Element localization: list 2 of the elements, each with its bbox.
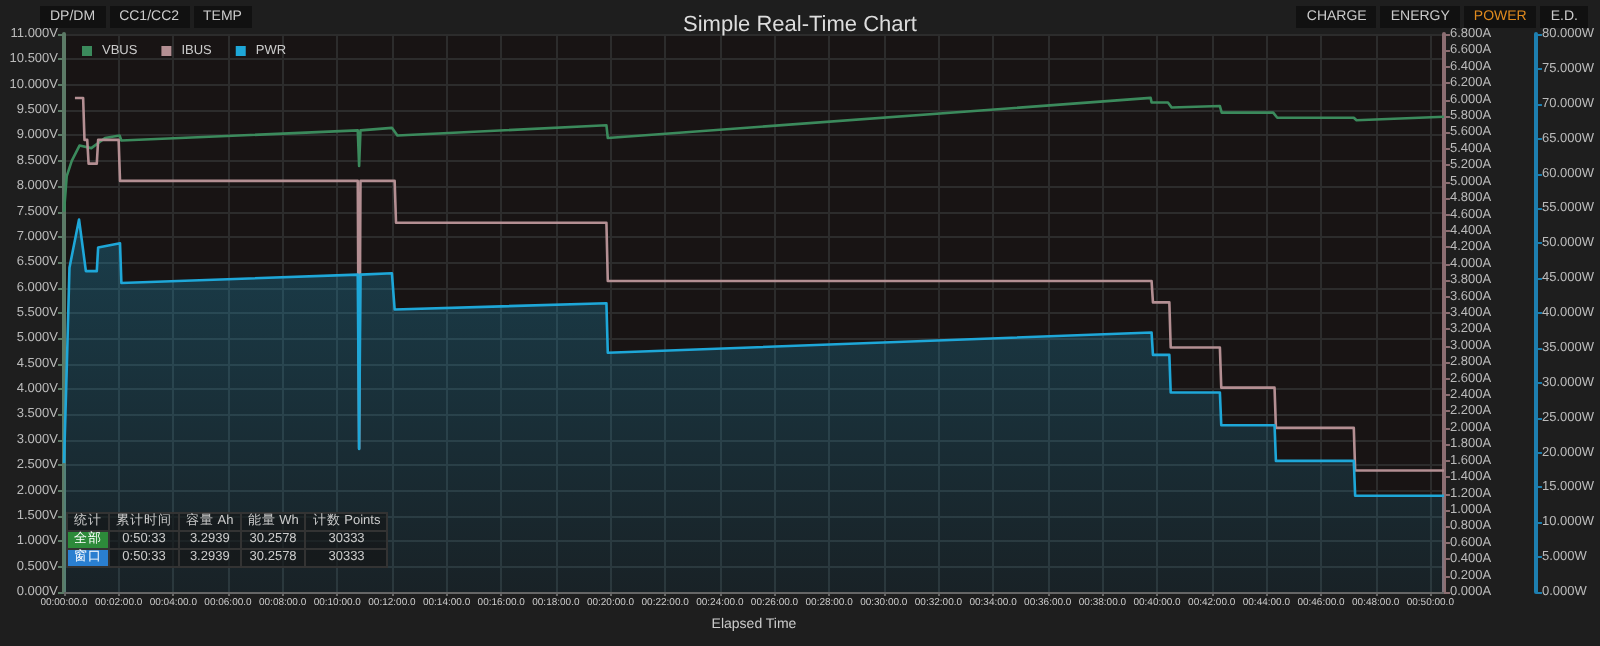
line-series bbox=[62, 96, 1446, 213]
chart-title: Simple Real-Time Chart bbox=[683, 13, 917, 37]
